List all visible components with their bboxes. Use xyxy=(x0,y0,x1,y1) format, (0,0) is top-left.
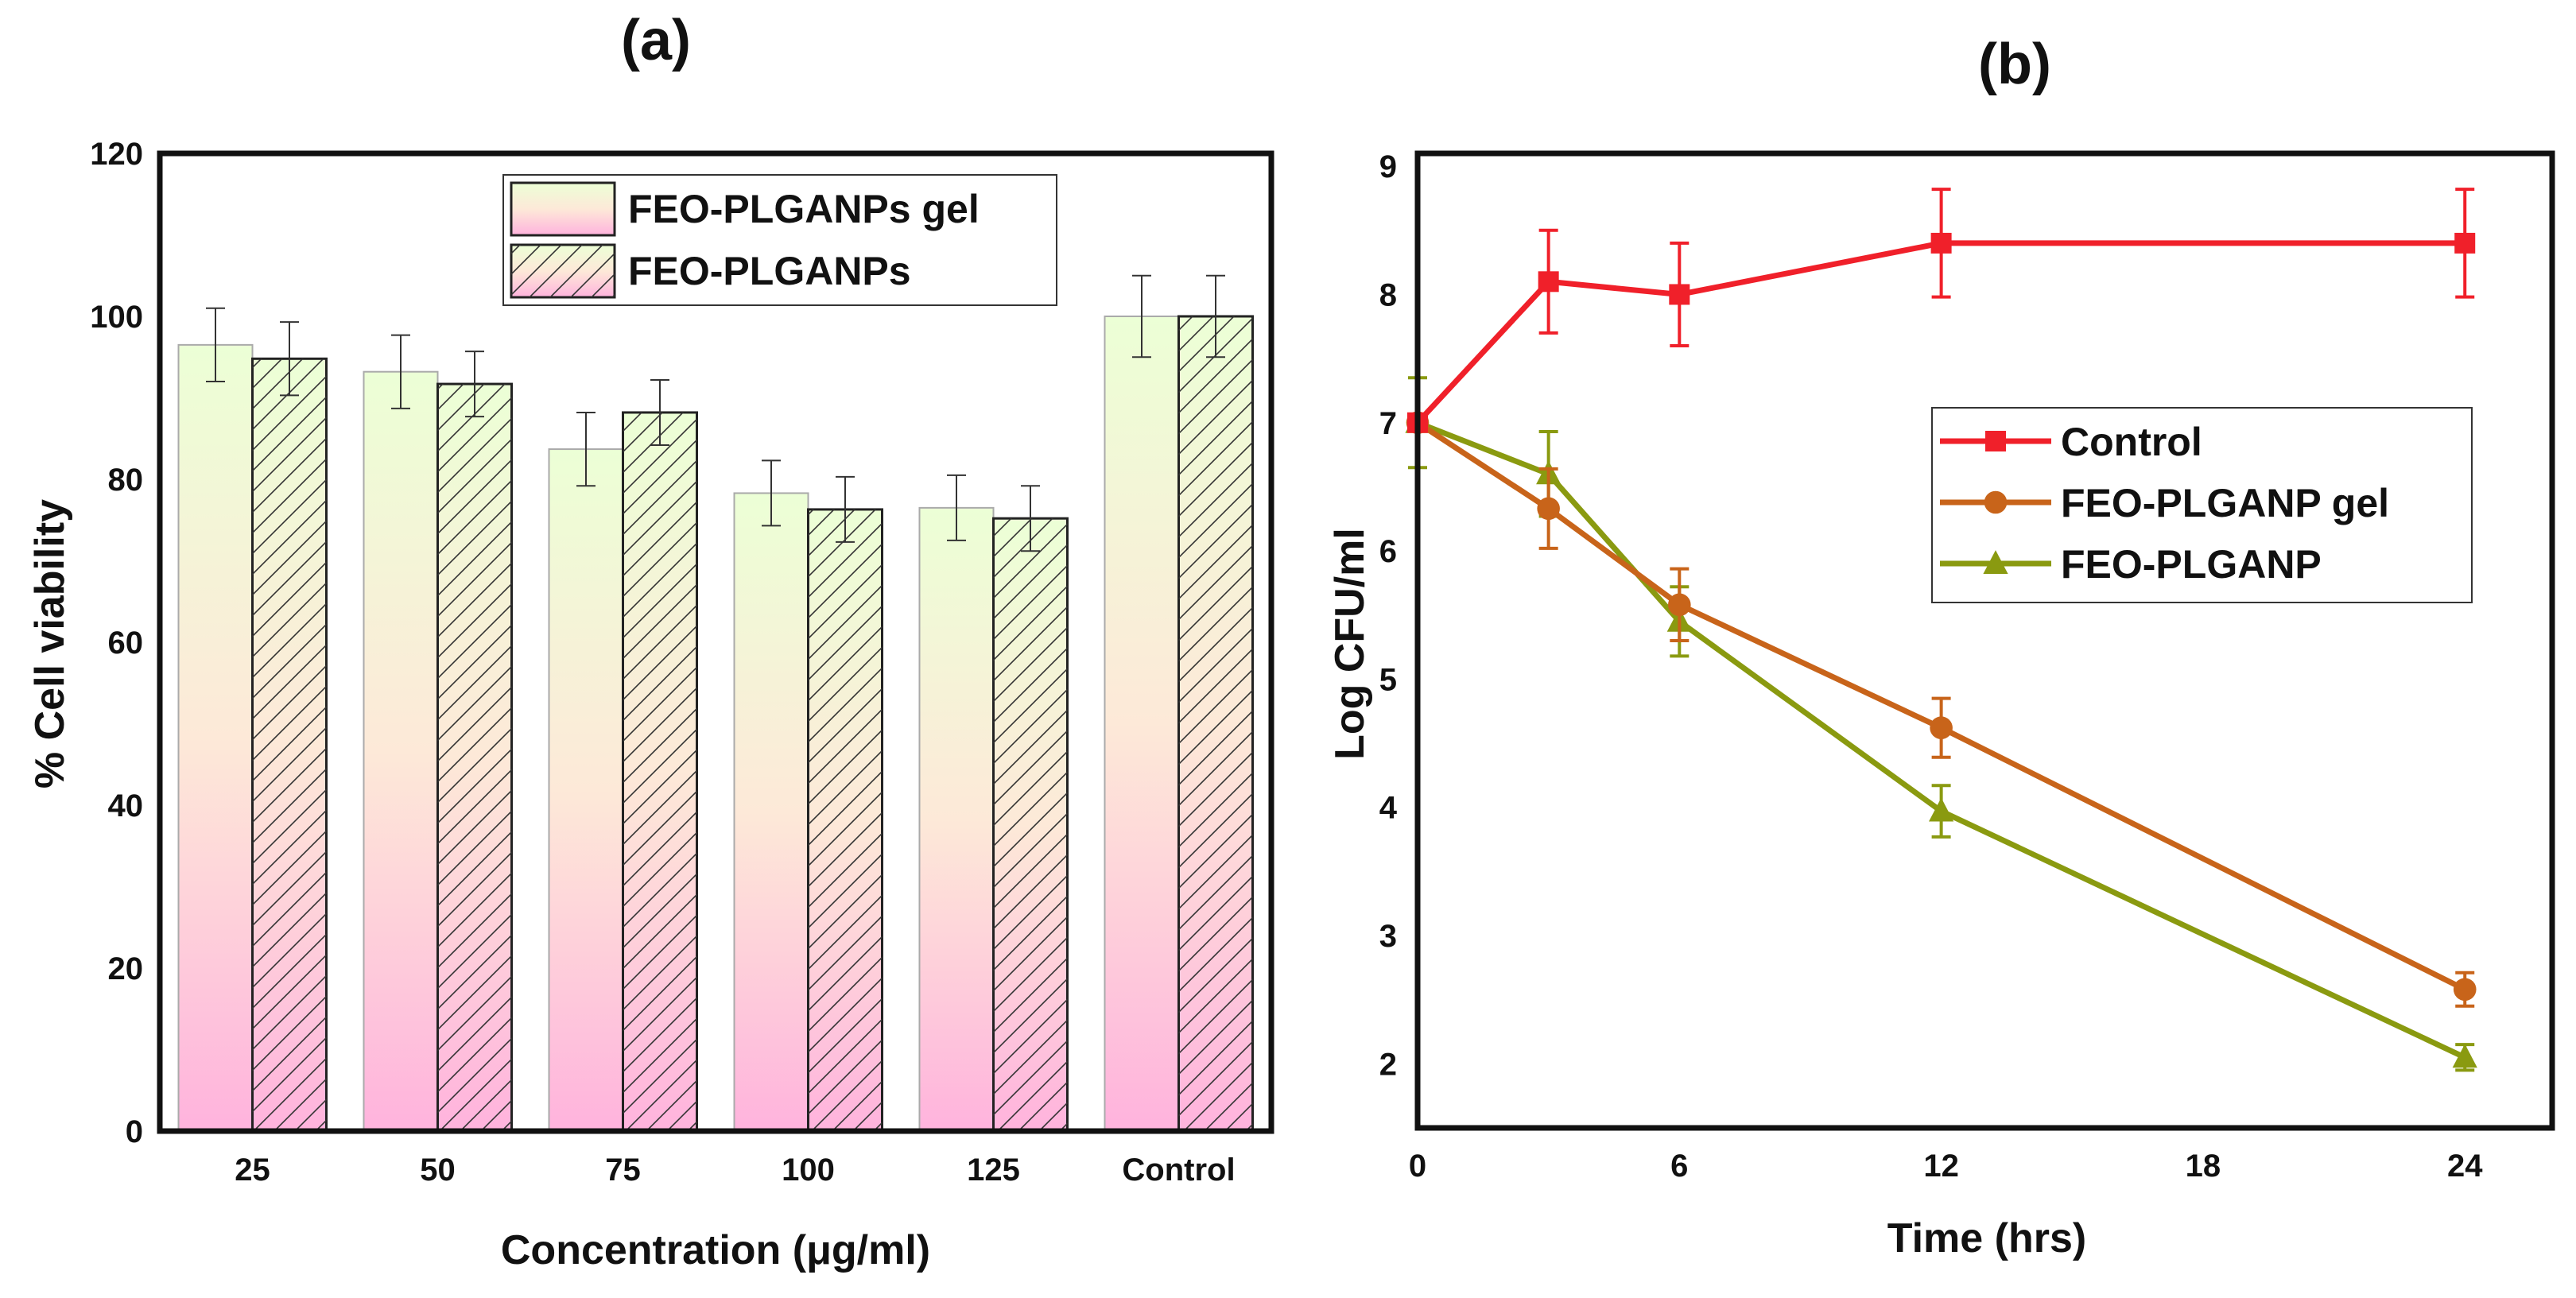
bar-hatch xyxy=(437,384,512,1131)
marker-square xyxy=(1538,271,1559,293)
error-bar xyxy=(1132,274,1151,358)
x-tick-label: 50 xyxy=(420,1153,456,1188)
marker-square xyxy=(1669,284,1690,305)
legend-label: Control xyxy=(2061,420,2202,464)
y-tick-label: 2 xyxy=(1379,1047,1397,1082)
y-tick-label: 60 xyxy=(108,626,144,661)
error-bar xyxy=(465,351,484,418)
error-bar xyxy=(650,378,669,446)
x-tick-label: 0 xyxy=(1409,1149,1426,1184)
bar-hatch xyxy=(993,518,1068,1131)
error-bar xyxy=(391,334,410,409)
y-tick-label: 7 xyxy=(1379,406,1397,441)
marker-triangle xyxy=(1929,797,1954,822)
marker-circle xyxy=(1668,593,1691,617)
y-tick-label: 3 xyxy=(1379,919,1397,954)
panel-label-a: (a) xyxy=(621,9,691,72)
x-tick-label: 18 xyxy=(2186,1149,2221,1184)
error-bar xyxy=(762,459,781,527)
y-tick-label: 9 xyxy=(1379,149,1397,184)
bar-hatch xyxy=(252,358,327,1131)
y-tick-label: 120 xyxy=(90,137,143,172)
error-bar xyxy=(1206,274,1225,358)
y-tick-label: 4 xyxy=(1379,791,1398,826)
x-axis-label: Time (hrs) xyxy=(1887,1215,2086,1261)
legend-label: FEO-PLGANP xyxy=(2061,542,2322,587)
plot-frame xyxy=(157,150,1274,1134)
error-bar xyxy=(947,474,966,541)
legend-label: FEO-PLGANP gel xyxy=(2061,481,2389,525)
error-bar xyxy=(280,321,299,397)
bar-feo-plganps-gel xyxy=(733,492,809,1132)
bar-hatch xyxy=(1178,316,1253,1131)
bar-feo-plganps-gel xyxy=(548,448,624,1132)
x-tick-label: 6 xyxy=(1670,1149,1688,1184)
legend-swatch-hatch xyxy=(511,245,615,297)
error-bar xyxy=(1021,485,1040,552)
marker-triangle xyxy=(2452,1044,2477,1068)
y-tick-label: 6 xyxy=(1379,534,1397,569)
marker-circle xyxy=(1984,490,2008,514)
plot-frame xyxy=(1414,150,2555,1131)
marker-square xyxy=(1985,431,2006,451)
legend-swatch xyxy=(510,181,616,237)
x-tick-label: 25 xyxy=(235,1153,270,1188)
x-tick-label: Control xyxy=(1122,1153,1235,1188)
x-tick-label: 75 xyxy=(605,1153,641,1188)
error-bar xyxy=(576,411,596,487)
y-axis-label: % Cell viability xyxy=(27,499,73,788)
y-tick-label: 0 xyxy=(126,1114,143,1149)
bar-feo-plganps-gel xyxy=(363,370,439,1132)
y-tick-label: 100 xyxy=(90,300,143,335)
x-tick-label: 100 xyxy=(782,1153,835,1188)
error-bar xyxy=(836,475,855,543)
y-tick-label: 5 xyxy=(1379,662,1397,697)
bar-hatch xyxy=(808,509,883,1131)
bar-hatch xyxy=(623,412,697,1131)
legend-label: FEO-PLGANPs xyxy=(628,249,911,293)
panel-b-line-chart: (b) 0 6 12 18 24 2 3 4 5 6 7 8 9 Time (hrs) Log CFU/ml C… xyxy=(1327,33,2555,1261)
x-axis-label: Concentration (μg/ml) xyxy=(501,1227,930,1273)
bar-feo-plganps-gel xyxy=(177,343,254,1132)
error-bar xyxy=(206,307,225,382)
y-tick-label: 80 xyxy=(108,463,144,498)
series-control xyxy=(1407,188,2476,433)
x-tick-label: 12 xyxy=(1923,1149,1959,1184)
marker-square xyxy=(1930,232,1952,254)
bar-feo-plganps-gel xyxy=(1104,316,1180,1132)
y-tick-label: 40 xyxy=(108,788,144,823)
y-tick-label: 8 xyxy=(1379,277,1397,312)
y-axis-label: Log CFU/ml xyxy=(1327,528,1373,760)
x-tick-label: 24 xyxy=(2447,1149,2483,1184)
marker-square xyxy=(2454,232,2476,254)
x-tick-label: 125 xyxy=(967,1153,1020,1188)
marker-triangle xyxy=(1983,550,2008,574)
y-tick-label: 20 xyxy=(108,951,144,986)
marker-circle xyxy=(1537,497,1560,521)
legend-label: FEO-PLGANPs gel xyxy=(628,187,980,231)
marker-circle xyxy=(1930,716,1953,739)
bar-feo-plganps-gel xyxy=(918,506,995,1132)
panel-a-bar-chart: (a) 25 50 75 100 125 Control 0 20 40 60 80 100 120 Con… xyxy=(27,9,1274,1273)
marker-circle xyxy=(2453,978,2477,1002)
panel-label-b: (b) xyxy=(1978,33,2051,96)
